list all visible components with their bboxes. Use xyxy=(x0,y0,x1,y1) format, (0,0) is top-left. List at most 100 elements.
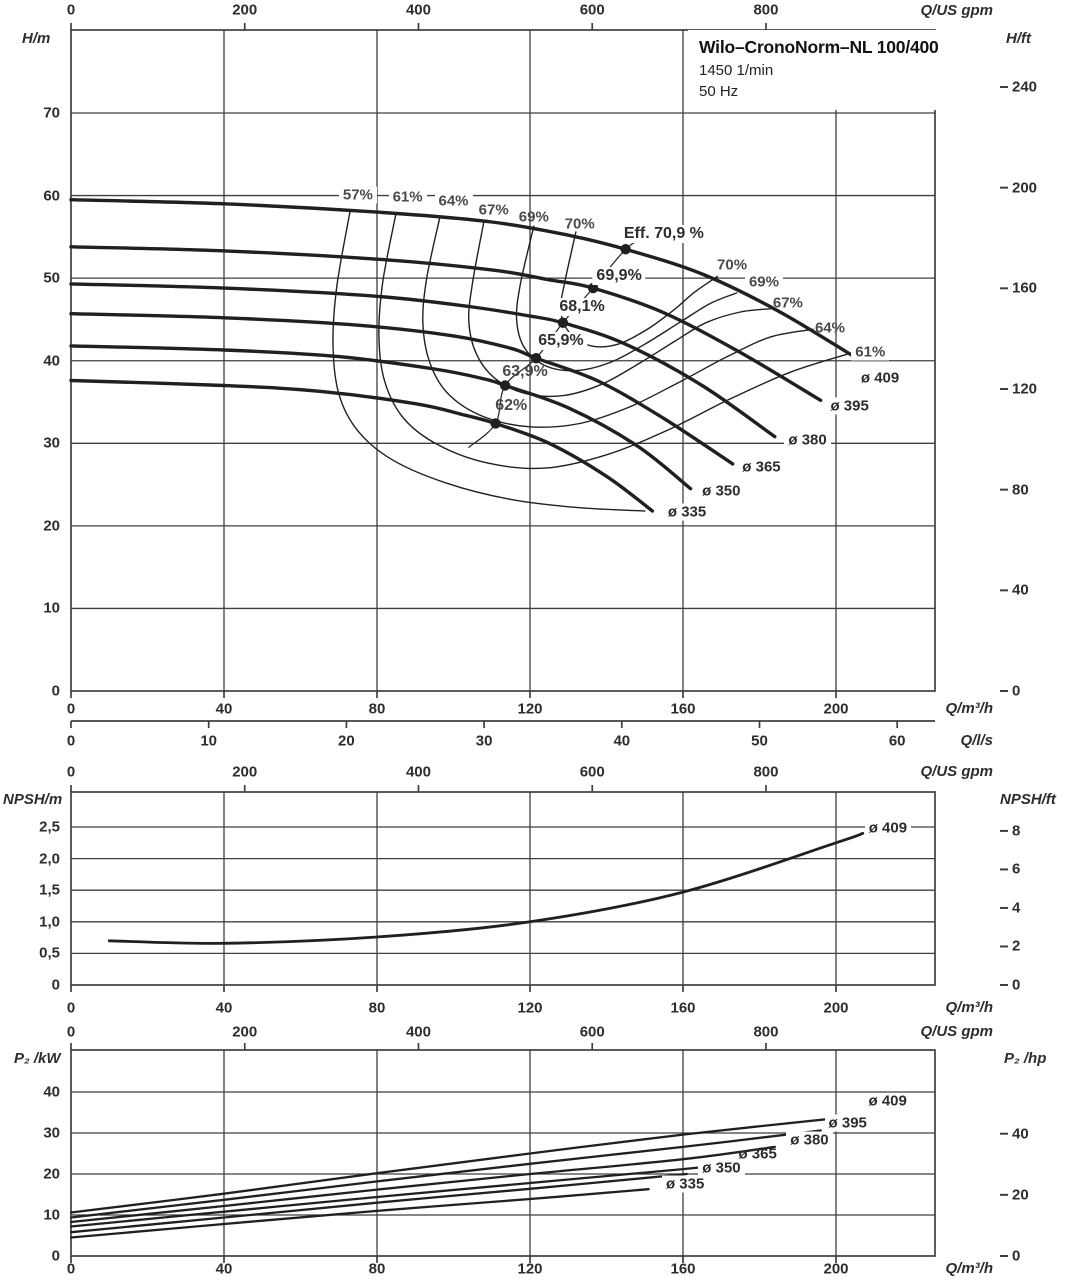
axis-unit-npsh-m: NPSH/m xyxy=(3,791,63,808)
bep-dot xyxy=(490,418,501,429)
head-curve-365 xyxy=(69,312,735,466)
gpm-tick-label: 800 xyxy=(753,763,779,781)
diameter-label: ø 380 xyxy=(784,431,831,449)
head-curve-335 xyxy=(69,378,655,513)
efficiency-bep-label: 68,1% xyxy=(555,298,609,317)
diameter-label: ø 365 xyxy=(738,1145,777,1163)
head-curve-395 xyxy=(69,245,823,403)
axis-unit-power-kw: P₂ /kW xyxy=(14,1050,61,1067)
power-hp-tick-label: 0 xyxy=(1012,1247,1021,1265)
efficiency-bep-label: 65,9% xyxy=(534,331,588,350)
gpm-tick-label: 0 xyxy=(66,1,76,19)
head-ft-tick-label: 0 xyxy=(1012,682,1021,700)
power-kw-tick-label: 20 xyxy=(43,1165,60,1183)
m3h-tick-label: 200 xyxy=(823,1260,849,1278)
axis-unit-head-m: H/m xyxy=(22,30,51,47)
gpm-tick-label: 0 xyxy=(66,763,76,781)
efficiency-contour-61% xyxy=(378,212,849,470)
pump-model: Wilo–CronoNorm–NL 100/400 xyxy=(699,37,939,57)
npsh-m-tick-label: 1,0 xyxy=(39,913,60,931)
axis-unit-m3h-3: Q/m³/h xyxy=(945,1260,994,1277)
gpm-tick-label: 600 xyxy=(579,1023,605,1041)
power-hp-tick-label: 20 xyxy=(1012,1186,1029,1204)
power-curve-395 xyxy=(69,1129,822,1219)
head-ft-tick-label: 120 xyxy=(1012,380,1038,398)
m3h-tick-label: 160 xyxy=(670,1260,696,1278)
power-kw-tick-label: 0 xyxy=(51,1247,60,1265)
head-m-tick-label: 60 xyxy=(43,187,60,205)
axis-unit-m3h-2: Q/m³/h xyxy=(945,999,994,1016)
efficiency-label-top: 64% xyxy=(434,192,473,210)
diameter-label: ø 350 xyxy=(698,1159,745,1177)
ls-tick-label: 0 xyxy=(66,732,76,750)
power-kw-tick-label: 40 xyxy=(43,1083,60,1101)
efficiency-label-right: 69% xyxy=(744,273,783,291)
head-m-tick-label: 20 xyxy=(43,517,60,535)
power-curve-365 xyxy=(69,1163,734,1228)
efficiency-contour-67% xyxy=(467,219,772,398)
efficiency-label-top: 67% xyxy=(478,201,509,219)
gpm-tick-label: 400 xyxy=(405,1,431,19)
npsh-m-tick-label: 2,5 xyxy=(39,818,60,836)
ls-tick-label: 40 xyxy=(613,732,631,750)
m3h-tick-label: 40 xyxy=(215,999,233,1017)
m3h-tick-label: 120 xyxy=(517,1260,543,1278)
bep-dot xyxy=(620,244,631,255)
m3h-tick-label: 80 xyxy=(368,700,386,718)
head-m-tick-label: 40 xyxy=(43,352,60,370)
head-curve-409 xyxy=(69,198,853,357)
npsh-ft-tick-label: 2 xyxy=(1012,937,1021,955)
head-m-tick-label: 0 xyxy=(51,682,60,700)
bep-dot xyxy=(499,380,511,391)
diameter-label: ø 395 xyxy=(826,397,873,415)
power-kw-tick-label: 10 xyxy=(43,1206,60,1224)
efficiency-label-right: 64% xyxy=(814,319,845,337)
m3h-tick-label: 40 xyxy=(215,1260,233,1278)
m3h-tick-label: 80 xyxy=(368,999,386,1017)
m3h-tick-label: 0 xyxy=(66,1260,76,1278)
axis-unit-ls: Q/l/s xyxy=(960,732,993,749)
ls-tick-label: 10 xyxy=(200,732,218,750)
m3h-tick-label: 0 xyxy=(66,999,76,1017)
gpm-tick-label: 400 xyxy=(405,763,431,781)
head-m-tick-label: 30 xyxy=(43,434,60,452)
ls-tick-label: 30 xyxy=(475,732,493,750)
efficiency-bep-label: 69,9% xyxy=(592,267,646,286)
npsh-m-tick-label: 0,5 xyxy=(39,944,60,962)
head-curve-350 xyxy=(69,344,693,491)
efficiency-label-top: 61% xyxy=(388,188,427,206)
gpm-tick-label: 600 xyxy=(579,763,605,781)
power-kw-tick-label: 30 xyxy=(43,1124,60,1142)
gpm-tick-label: 0 xyxy=(66,1023,76,1041)
m3h-tick-label: 0 xyxy=(66,700,76,718)
efficiency-bep-label: Eff. 70,9 % xyxy=(619,225,708,244)
m3h-tick-label: 120 xyxy=(517,700,543,718)
power-hp-tick-label: 40 xyxy=(1012,1125,1029,1143)
head-m-tick-label: 70 xyxy=(43,104,60,122)
ls-tick-label: 50 xyxy=(751,732,768,750)
m3h-tick-label: 160 xyxy=(670,999,696,1017)
npsh-chart-frame xyxy=(70,791,936,986)
head-ft-tick-label: 200 xyxy=(1012,179,1038,197)
m3h-tick-label: 160 xyxy=(670,700,696,718)
head-curve-380 xyxy=(69,282,777,439)
efficiency-label-right: 70% xyxy=(717,256,748,274)
axis-unit-gpm-top: Q/US gpm xyxy=(920,2,993,19)
efficiency-bep-label: 62% xyxy=(495,397,528,415)
efficiency-label-right: 67% xyxy=(772,294,803,312)
npsh-curve-409 xyxy=(107,831,865,945)
efficiency-contour-57% xyxy=(332,209,646,512)
gpm-tick-label: 800 xyxy=(753,1023,779,1041)
npsh-ft-tick-label: 4 xyxy=(1012,899,1021,917)
gpm-tick-label: 800 xyxy=(753,1,779,19)
axis-unit-npsh-ft: NPSH/ft xyxy=(1000,791,1056,808)
diameter-label: ø 409 xyxy=(860,369,900,387)
diameter-label: ø 365 xyxy=(742,458,781,476)
head-ft-tick-label: 80 xyxy=(1012,481,1029,499)
axis-unit-head-ft: H/ft xyxy=(1006,30,1031,47)
axis-unit-gpm-bottom: Q/US gpm xyxy=(920,1023,993,1040)
pump-speed: 1450 1/min xyxy=(699,62,774,79)
pump-frequency: 50 Hz xyxy=(699,83,739,100)
npsh-ft-tick-label: 6 xyxy=(1012,860,1021,878)
ls-tick-label: 60 xyxy=(888,732,906,750)
